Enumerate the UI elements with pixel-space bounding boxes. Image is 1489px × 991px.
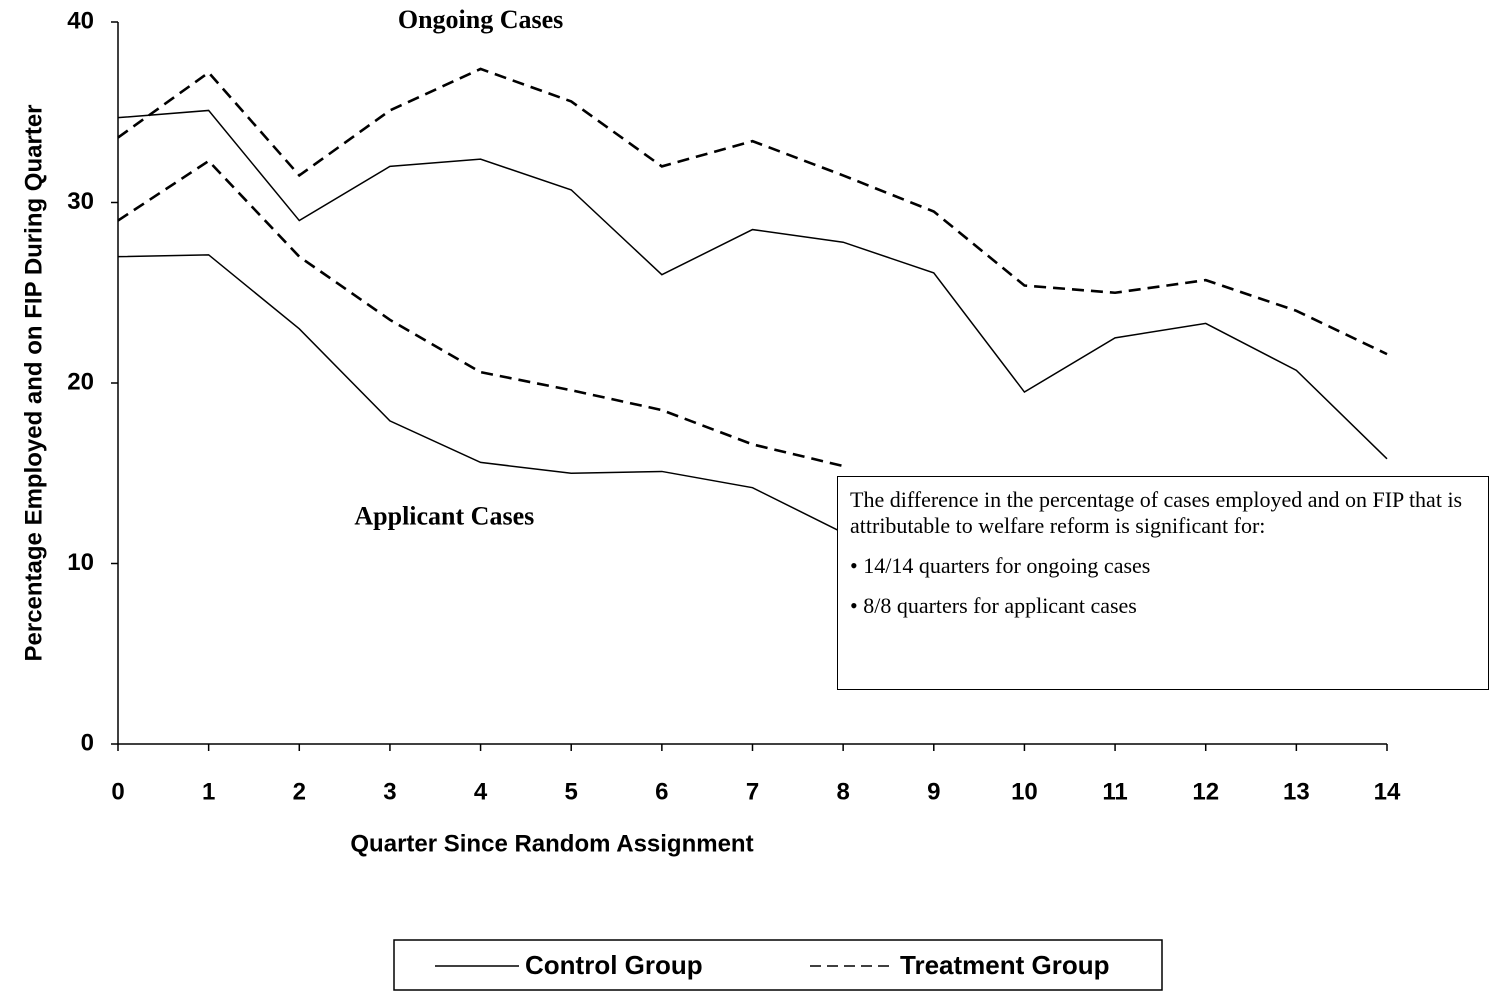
x-tick-label: 7 [746,778,759,805]
x-tick-label: 1 [202,778,215,805]
line-series [117,254,844,534]
line-series [117,67,1388,356]
note-bullet: • 8/8 quarters for applicant cases [850,593,1137,618]
annotation: Applicant Cases [354,501,534,530]
note-bullet: • 14/14 quarters for ongoing cases [850,553,1151,578]
x-tick-label: 8 [836,778,849,805]
y-tick-label: 0 [81,729,94,756]
legend-label: Treatment Group [900,950,1109,980]
x-tick-label: 13 [1283,778,1310,805]
line-series [117,109,1388,460]
x-tick-label: 0 [111,778,124,805]
x-tick-label: 4 [474,778,488,805]
x-axis-label: Quarter Since Random Assignment [350,830,753,857]
x-tick-label: 3 [383,778,396,805]
note-text: The difference in the percentage of case… [850,487,1463,538]
x-tick-label: 9 [927,778,940,805]
legend-box [393,939,1163,991]
x-tick-label: 5 [565,778,578,805]
x-tick-label: 6 [655,778,668,805]
y-tick-label: 40 [67,7,94,34]
annotation: Ongoing Cases [398,5,563,34]
y-tick-label: 20 [67,368,94,395]
y-tick-label: 10 [67,549,94,576]
legend-label: Control Group [525,950,703,980]
line-series [117,159,844,468]
y-tick-label: 30 [67,188,94,215]
y-axis-label: Percentage Employed and on FIP During Qu… [20,104,47,661]
x-tick-label: 12 [1192,778,1219,805]
x-tick-label: 2 [293,778,306,805]
x-tick-label: 11 [1102,778,1127,805]
note-box: The difference in the percentage of case… [837,476,1489,690]
x-tick-label: 10 [1011,778,1038,805]
x-tick-label: 14 [1374,778,1401,805]
